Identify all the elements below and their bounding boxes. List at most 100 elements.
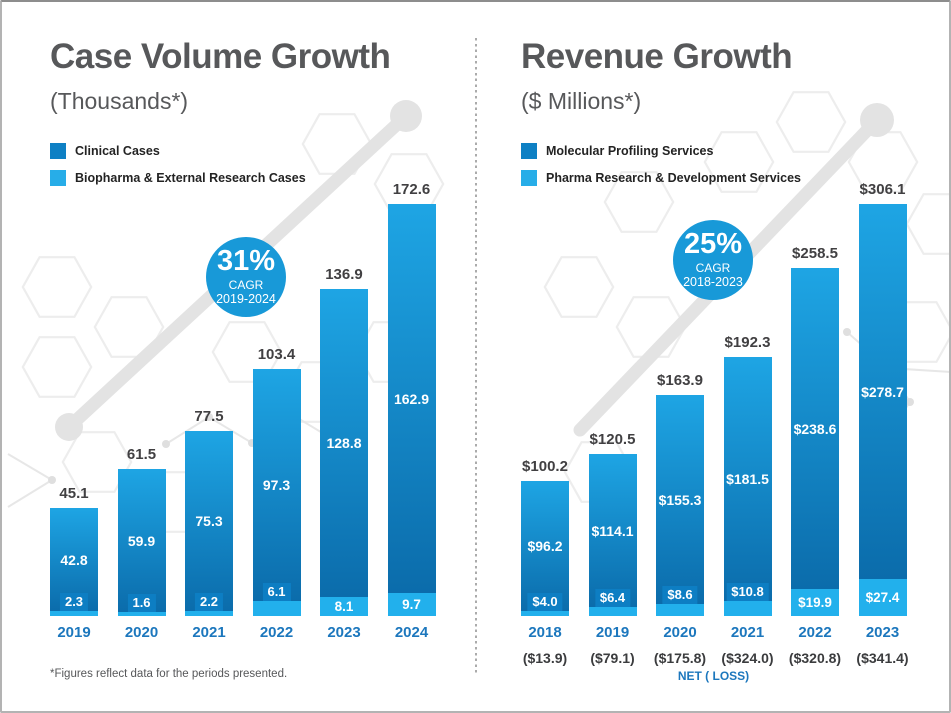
bar-2021: $181.5 $10.8 [723, 357, 772, 616]
segment-value-chip: 6.1 [262, 583, 291, 601]
segment-value-label: 42.8 [60, 551, 88, 568]
segment-molecular-profiling-services: $96.2 [521, 481, 569, 611]
bar-2023: 128.8 8.1 [320, 289, 368, 616]
year-label-2019: 2019 [57, 624, 91, 641]
segment-value-chip: 2.2 [194, 593, 224, 611]
bar-2020: $155.3 $8.6 [656, 395, 704, 616]
year-label-2018: 2018 [528, 624, 562, 641]
year-label-2022: 2022 [798, 624, 832, 641]
footnote: *Figures reflect data for the periods pr… [50, 668, 288, 680]
segment-value-label: 128.8 [326, 435, 362, 451]
segment-pharma-research-development-services [521, 611, 569, 616]
cagr-percent: 25% [683, 227, 743, 260]
molecular-profiling-swatch-icon [521, 142, 537, 159]
bar-total-label-2023: $306.1 [859, 181, 906, 198]
net-loss-2022: ($320.8) [788, 650, 842, 666]
net-loss-2020: ($175.8) [653, 650, 707, 666]
cagr-period: 2018-2023 [683, 275, 743, 290]
bar-total-label-2020: $163.9 [657, 372, 703, 389]
bar-2019: $114.1 $6.4 [588, 454, 637, 616]
segment-clinical-cases: 97.3 [252, 369, 301, 601]
net-loss-caption: NET ( LOSS) [677, 669, 750, 683]
bar-total-label-2018: $100.2 [522, 458, 568, 475]
segment-value-chip: $10.8 [726, 583, 769, 601]
legend-molecular-profiling: Molecular Profiling Services [521, 142, 713, 159]
segment-value-label: 8.1 [334, 599, 354, 614]
year-label-2023: 2023 [865, 624, 900, 641]
molecular-profiling-label: Molecular Profiling Services [546, 143, 714, 158]
case-volume-subtitle: (Thousands*) [50, 88, 189, 114]
segment-value-label: 162.9 [393, 390, 430, 407]
year-label-2021: 2021 [730, 624, 765, 641]
segment-value-label: $19.9 [798, 595, 832, 610]
legend-clinical-cases: Clinical Cases [50, 142, 160, 159]
net-loss-2021: ($324.0) [721, 650, 774, 666]
segment-value-chip: $8.6 [662, 586, 698, 604]
segment-value-chip: 2.3 [59, 593, 89, 611]
legend-pharma-rnd: Pharma Research & Development Services [521, 169, 801, 186]
segment-value-label: $114.1 [591, 522, 634, 539]
bar-total-label-2024: 172.6 [392, 181, 431, 198]
segment-value-label: $238.6 [793, 420, 837, 437]
legend-biopharma-cases: Biopharma & External Research Cases [50, 169, 306, 186]
segment-pharma-research-development-services: $27.4 [858, 579, 907, 616]
clinical-cases-label: Clinical Cases [75, 143, 160, 158]
biopharma-cases-label: Biopharma & External Research Cases [75, 170, 306, 185]
segment-molecular-profiling-services: $155.3 [656, 395, 704, 604]
revenue-title: Revenue Growth [521, 37, 793, 76]
year-label-2024: 2024 [394, 624, 429, 641]
segment-value-label: $181.5 [726, 471, 769, 487]
revenue-subtitle: ($ Millions*) [521, 88, 642, 114]
segment-clinical-cases: 59.9 [117, 469, 166, 612]
bar-total-label-2022: $258.5 [792, 245, 838, 262]
cagr-label: CAGR [228, 277, 264, 292]
segment-value-label: $278.7 [861, 383, 904, 400]
pharma-rnd-label: Pharma Research & Development Services [546, 170, 801, 185]
year-label-2023: 2023 [327, 624, 361, 641]
segment-value-label: $96.2 [527, 538, 563, 554]
segment-molecular-profiling-services: $278.7 [858, 204, 907, 579]
segment-pharma-research-development-services [723, 601, 772, 616]
segment-biopharma-external-research-cases [185, 611, 233, 616]
bar-2019: 42.8 2.3 [50, 508, 98, 616]
bar-total-label-2019: 45.1 [59, 485, 89, 502]
segment-value-label: 9.7 [402, 597, 421, 612]
bar-total-label-2021: 77.5 [194, 408, 224, 425]
segment-molecular-profiling-services: $181.5 [723, 357, 772, 601]
bar-2021: 75.3 2.2 [185, 431, 233, 616]
net-loss-2023: ($341.4) [856, 650, 909, 666]
segment-value-label: 59.9 [127, 532, 156, 549]
bar-total-label-2019: $120.5 [589, 431, 636, 448]
biopharma-cases-swatch-icon [50, 169, 66, 186]
net-loss-2019: ($79.1) [590, 650, 635, 666]
segment-biopharma-external-research-cases [50, 611, 98, 616]
panel-divider [475, 38, 477, 676]
segment-clinical-cases: 128.8 [320, 289, 368, 597]
bar-total-label-2021: $192.3 [724, 334, 771, 351]
segment-value-label: $27.4 [865, 590, 900, 605]
net-loss-2018: ($13.9) [522, 650, 568, 666]
bar-2023: $278.7 $27.4 [858, 204, 907, 616]
segment-pharma-research-development-services [588, 607, 637, 616]
segment-pharma-research-development-services: $19.9 [791, 589, 839, 616]
year-label-2019: 2019 [595, 624, 630, 641]
bar-2018: $96.2 $4.0 [521, 481, 569, 616]
segment-value-chip: 1.6 [127, 594, 156, 612]
segment-pharma-research-development-services [656, 604, 704, 616]
segment-value-chip: $6.4 [594, 589, 631, 607]
segment-value-label: $155.3 [658, 491, 702, 508]
bar-2022: 97.3 6.1 [252, 369, 301, 616]
cagr-period: 2019-2024 [216, 292, 276, 307]
segment-molecular-profiling-services: $114.1 [588, 454, 637, 607]
year-label-2022: 2022 [259, 624, 294, 641]
segment-molecular-profiling-services: $238.6 [791, 268, 839, 589]
segment-clinical-cases: 75.3 [185, 431, 233, 611]
bar-2020: 59.9 1.6 [117, 469, 166, 616]
bar-2022: $238.6 $19.9 [791, 268, 839, 616]
year-label-2021: 2021 [192, 624, 226, 641]
pharma-rnd-swatch-icon [521, 169, 537, 186]
bar-total-label-2022: 103.4 [257, 346, 296, 363]
segment-biopharma-external-research-cases: 9.7 [387, 593, 436, 616]
case-volume-cagr-badge: 31% CAGR 2019-2024 [206, 237, 286, 317]
